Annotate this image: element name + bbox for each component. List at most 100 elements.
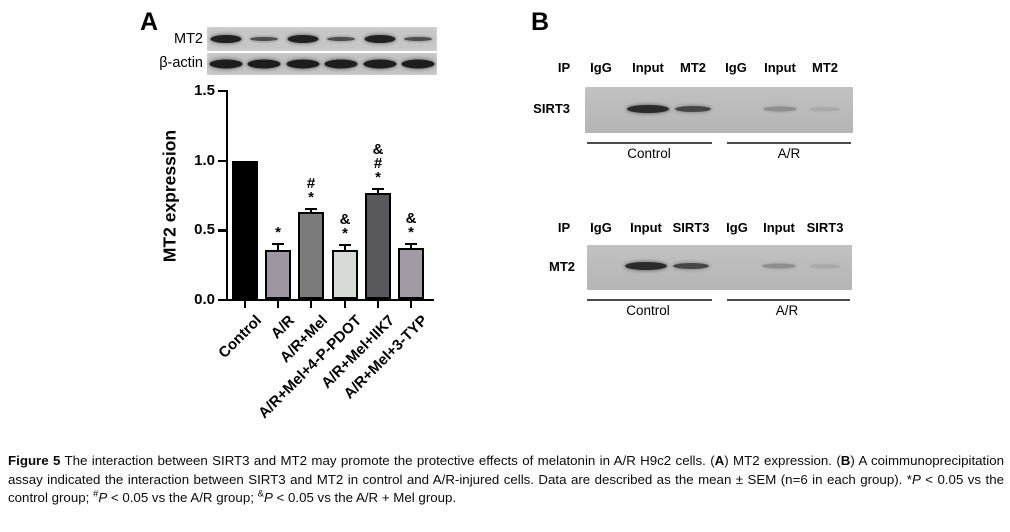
caption-segment: Figure 5 bbox=[8, 453, 61, 468]
blot-row-label: SIRT3 bbox=[533, 101, 570, 116]
caption-segment: P bbox=[263, 490, 273, 506]
error-bar bbox=[344, 244, 346, 250]
significance-markers: # * bbox=[291, 174, 331, 206]
group-underline bbox=[587, 142, 712, 144]
blot-band bbox=[763, 106, 797, 112]
chart-bar bbox=[265, 249, 291, 299]
sig-marker: # bbox=[373, 154, 383, 172]
error-bar-cap bbox=[372, 187, 384, 190]
blot-band bbox=[404, 37, 432, 41]
y-tick bbox=[218, 89, 226, 93]
x-tick bbox=[409, 301, 413, 309]
blot-band bbox=[810, 107, 840, 111]
chart-bar bbox=[232, 160, 258, 299]
x-tick bbox=[243, 301, 247, 309]
chart-bar bbox=[298, 212, 324, 299]
error-bar-cap bbox=[272, 243, 284, 246]
error-bar bbox=[310, 208, 312, 213]
caption-segment: < 0.05 vs the control group; bbox=[8, 471, 1004, 506]
x-tick bbox=[376, 301, 380, 309]
blot-band bbox=[250, 37, 278, 41]
sig-marker: & bbox=[405, 210, 417, 228]
caption-segment: ) MT2 expression. ( bbox=[724, 453, 841, 468]
y-axis-label: MT2 expression bbox=[159, 129, 180, 263]
y-tick-label: 1.5 bbox=[194, 82, 215, 100]
lane-header: Input bbox=[764, 60, 796, 75]
caption-segment: P bbox=[911, 471, 921, 487]
error-bar bbox=[277, 244, 279, 250]
sig-marker: * bbox=[408, 224, 414, 242]
caption-segment: < 0.05 vs the A/R group; bbox=[107, 490, 258, 506]
panel-b-label: B bbox=[531, 8, 550, 36]
lane-header: SIRT3 bbox=[672, 220, 710, 235]
blot-row-label: MT2 bbox=[174, 31, 203, 47]
blot-band bbox=[673, 263, 709, 269]
caption-segment: & bbox=[257, 488, 264, 500]
blot-strip bbox=[207, 53, 437, 75]
panel-a-label: A bbox=[140, 8, 159, 36]
lane-header: Input bbox=[763, 220, 795, 235]
error-bar-cap bbox=[405, 243, 417, 246]
sig-marker: & bbox=[339, 210, 351, 228]
sig-marker: # bbox=[306, 174, 316, 192]
blot-band bbox=[401, 59, 435, 69]
blot-strip bbox=[207, 27, 437, 51]
error-bar bbox=[377, 188, 379, 193]
y-tick-label: 1.0 bbox=[194, 151, 215, 169]
blot-band bbox=[675, 106, 711, 112]
error-bar-cap bbox=[339, 243, 351, 246]
lane-header: Input bbox=[630, 220, 662, 235]
group-underline bbox=[727, 142, 851, 144]
blot-band bbox=[324, 59, 358, 69]
lane-header: IgG bbox=[590, 220, 612, 235]
blot-band bbox=[327, 37, 355, 41]
significance-markers: * bbox=[258, 224, 298, 242]
blot-row-label: MT2 bbox=[549, 259, 575, 274]
blot-band bbox=[286, 59, 320, 69]
blot-band bbox=[247, 59, 281, 69]
chart-bar bbox=[332, 249, 358, 299]
figure-caption: Figure 5 The interaction between SIRT3 a… bbox=[8, 452, 1004, 508]
caption-segment: ) A coimmunoprecipitation assay indicate… bbox=[8, 453, 1004, 487]
caption-segment: The interaction between SIRT3 and MT2 ma… bbox=[60, 453, 715, 468]
caption-segment: B bbox=[840, 453, 851, 468]
blot-band bbox=[762, 263, 796, 269]
lane-header: MT2 bbox=[680, 60, 706, 75]
lane-header: SIRT3 bbox=[806, 220, 844, 235]
x-tick bbox=[309, 301, 313, 309]
blot-band bbox=[364, 35, 396, 43]
caption-segment: P bbox=[98, 490, 108, 506]
blot-band bbox=[287, 35, 319, 43]
significance-markers: & * bbox=[325, 210, 365, 241]
x-tick bbox=[343, 301, 347, 309]
significance-markers: & # * bbox=[358, 140, 398, 185]
chart-bar bbox=[365, 192, 391, 299]
group-label: Control bbox=[627, 146, 671, 161]
y-tick-label: 0.5 bbox=[194, 221, 215, 239]
lane-header: IgG bbox=[725, 60, 747, 75]
y-tick bbox=[218, 298, 226, 302]
significance-markers: & * bbox=[391, 210, 431, 242]
error-bar-cap bbox=[305, 207, 317, 210]
y-tick bbox=[218, 159, 226, 162]
blot-band bbox=[810, 264, 840, 268]
y-tick bbox=[218, 229, 226, 232]
error-bar bbox=[410, 244, 412, 249]
caption-segment: < 0.05 vs the A/R + Mel group. bbox=[272, 490, 457, 506]
lane-header: MT2 bbox=[812, 60, 838, 75]
chart-bar bbox=[398, 248, 424, 299]
caption-segment: # bbox=[93, 488, 99, 500]
lane-header: IgG bbox=[590, 60, 612, 75]
blot-band bbox=[209, 59, 243, 69]
caption-segment: A bbox=[714, 453, 725, 468]
group-underline bbox=[727, 299, 850, 301]
blot-band bbox=[363, 59, 397, 69]
chart-x-axis bbox=[225, 298, 434, 302]
ip-header: IP bbox=[557, 220, 571, 235]
blot-band bbox=[210, 35, 242, 43]
y-tick-label: 0.0 bbox=[194, 291, 215, 308]
sig-marker: & bbox=[372, 140, 384, 158]
sig-marker: * bbox=[275, 224, 281, 242]
sig-marker: * bbox=[308, 188, 314, 206]
